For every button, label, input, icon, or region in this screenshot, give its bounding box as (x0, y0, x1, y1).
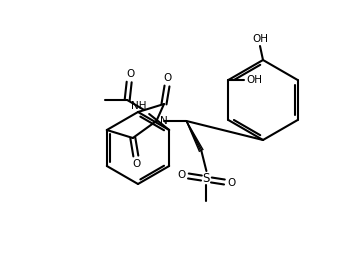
Text: O: O (227, 178, 236, 188)
Text: O: O (126, 69, 134, 79)
Text: S: S (203, 172, 210, 186)
Text: O: O (177, 170, 185, 180)
Text: O: O (164, 73, 172, 83)
Text: OH: OH (246, 75, 262, 85)
Text: N: N (160, 116, 168, 126)
Text: OH: OH (252, 34, 268, 44)
Text: O: O (133, 159, 141, 169)
Text: NH: NH (131, 101, 146, 111)
